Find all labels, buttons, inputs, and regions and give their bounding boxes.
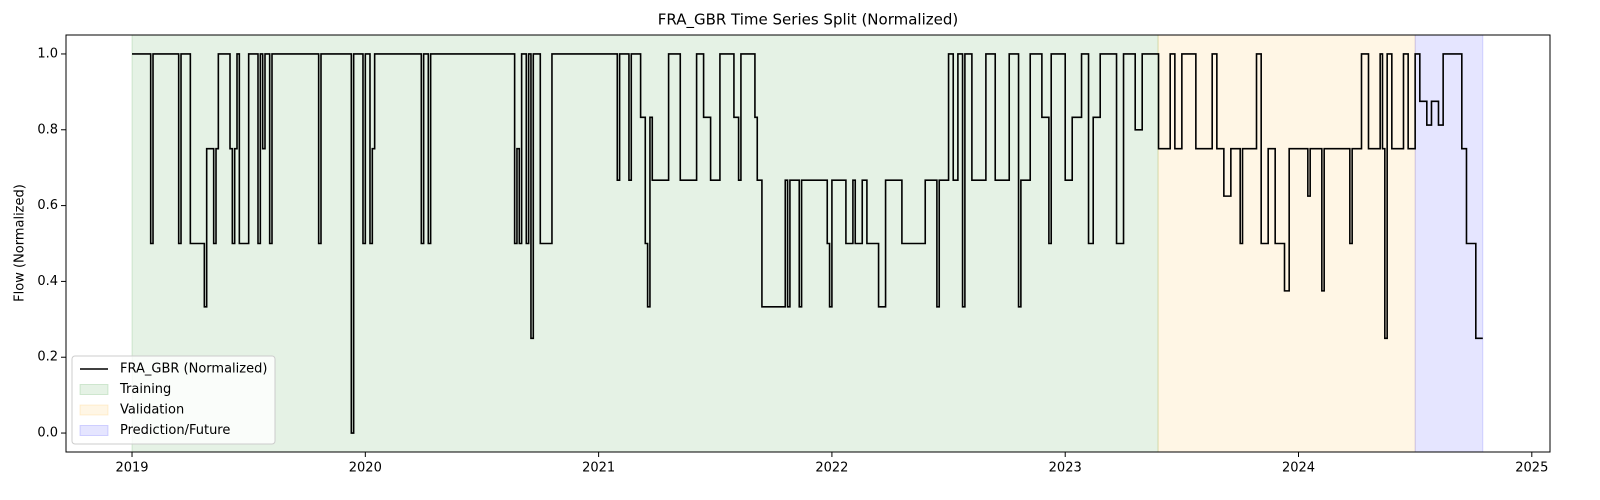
legend-patch [79, 384, 109, 395]
x-tick-label: 2021 [582, 461, 615, 476]
y-tick-label: 0.0 [37, 426, 58, 441]
y-tick-label: 1.0 [37, 46, 58, 61]
legend-patch [79, 425, 109, 436]
y-tick-label: 0.6 [37, 198, 58, 213]
data-line [132, 53, 1483, 434]
y-tick-label: 0.2 [37, 350, 58, 365]
x-tick-label: 2022 [815, 461, 848, 476]
x-tick-label: 2019 [115, 461, 148, 476]
y-axis-label: Flow (Normalized) [13, 184, 28, 302]
x-tick-label: 2020 [349, 461, 382, 476]
legend-patch [79, 404, 109, 416]
legend-label: FRA_GBR (Normalized) [120, 362, 267, 377]
legend-box [71, 355, 276, 445]
region [1157, 34, 1416, 453]
plot-frame [65, 34, 1551, 453]
y-tick-label: 0.4 [37, 274, 58, 289]
x-tick-label: 2023 [1049, 461, 1082, 476]
legend-label: Prediction/Future [120, 423, 230, 438]
legend-label: Training [119, 382, 171, 397]
y-tick-label: 0.8 [37, 122, 58, 137]
legend-label: Validation [120, 403, 184, 418]
chart-title: FRA_GBR Time Series Split (Normalized) [658, 11, 958, 30]
x-tick-label: 2025 [1515, 461, 1548, 476]
x-tick-label: 2024 [1282, 461, 1315, 476]
